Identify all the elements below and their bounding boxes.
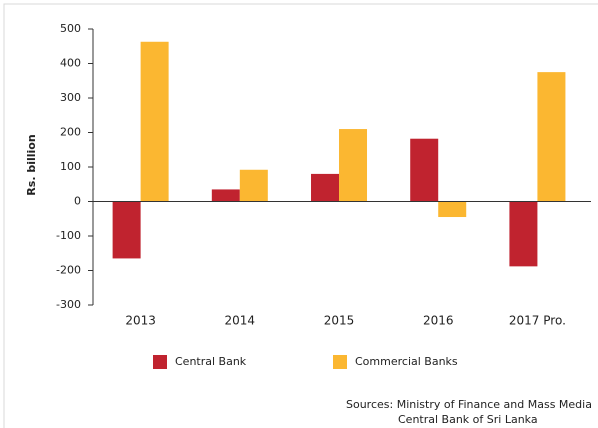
bar bbox=[509, 201, 538, 267]
y-axis-label: Rs. billion bbox=[25, 134, 38, 195]
bar bbox=[211, 189, 240, 202]
x-tick-label: 2017 Pro. bbox=[509, 314, 566, 328]
bar bbox=[537, 72, 566, 202]
y-tick-label: 200 bbox=[60, 126, 81, 139]
y-tick-label: 500 bbox=[60, 22, 81, 35]
bar bbox=[339, 129, 368, 202]
x-tick-label: 2016 bbox=[423, 314, 454, 328]
legend-swatch bbox=[153, 355, 167, 369]
legend-swatch bbox=[333, 355, 347, 369]
legend-label: Commercial Banks bbox=[355, 355, 458, 368]
x-tick-label: 2014 bbox=[225, 314, 256, 328]
x-tick-label: 2013 bbox=[125, 314, 156, 328]
y-tick-label: -100 bbox=[56, 229, 81, 242]
bar bbox=[410, 138, 439, 202]
bar bbox=[311, 173, 340, 202]
y-tick-label: 0 bbox=[74, 195, 81, 208]
source-line: Sources: Ministry of Finance and Mass Me… bbox=[346, 398, 592, 411]
y-tick-label: -200 bbox=[56, 264, 81, 277]
source-line: Central Bank of Sri Lanka bbox=[398, 413, 538, 426]
bar bbox=[140, 41, 169, 202]
y-tick-label: 300 bbox=[60, 91, 81, 104]
frame bbox=[3, 3, 598, 428]
legend-label: Central Bank bbox=[175, 355, 247, 368]
y-tick-label: -300 bbox=[56, 298, 81, 311]
bar bbox=[438, 201, 467, 218]
y-tick-label: 400 bbox=[60, 57, 81, 70]
x-tick-label: 2015 bbox=[324, 314, 355, 328]
bar bbox=[112, 201, 141, 259]
y-tick-label: 100 bbox=[60, 160, 81, 173]
bar bbox=[239, 169, 268, 202]
